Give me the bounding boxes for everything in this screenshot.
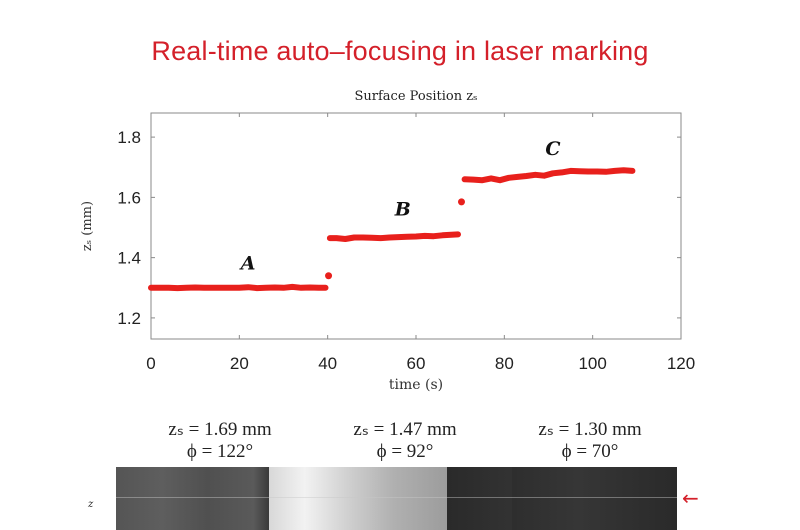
chart-title: Surface Position zₛ xyxy=(354,89,478,104)
x-tick-label: 120 xyxy=(667,354,695,373)
x-tick-label: 20 xyxy=(230,354,249,373)
segment-label: B xyxy=(394,198,411,220)
panel-3-phi: ϕ = 70° xyxy=(561,441,619,462)
y-tick-label: 1.4 xyxy=(117,249,141,268)
scan-line xyxy=(116,497,677,498)
data-series xyxy=(148,283,329,292)
segment-label: A xyxy=(239,253,256,275)
chart-axes: 0 20 40 60 80 100 120 1.2 1.4 1.6 1.8 time (s) zₛ (m… xyxy=(80,112,695,393)
x-tick-label: 0 xyxy=(146,354,155,373)
data-series xyxy=(461,167,636,184)
data-series xyxy=(326,231,461,242)
x-axis-label: time (s) xyxy=(389,377,443,393)
panel-caption-3: zₛ = 1.30 mm ϕ = 70° xyxy=(500,419,680,463)
data-point xyxy=(457,198,465,206)
y-tick-label: 1.8 xyxy=(117,128,141,147)
x-tick-label: 60 xyxy=(407,354,426,373)
panel-caption-1: zₛ = 1.69 mm ϕ = 122° xyxy=(130,419,310,463)
chart-annotations: A B C xyxy=(239,138,561,275)
y-axis-label: zₛ (mm) xyxy=(80,201,95,251)
x-tick-label: 40 xyxy=(318,354,337,373)
panel-2-zs: zₛ = 1.47 mm xyxy=(353,419,457,440)
y-tick-label: 1.6 xyxy=(117,188,141,207)
sample-image-3b xyxy=(512,467,677,530)
sample-image-2 xyxy=(269,467,447,530)
plot-frame xyxy=(150,112,682,340)
panel-2-phi: ϕ = 92° xyxy=(376,441,434,462)
x-tick-label: 80 xyxy=(495,354,514,373)
panel-1-zs: zₛ = 1.69 mm xyxy=(168,419,272,440)
y-tick-label: 1.2 xyxy=(117,309,141,328)
surface-position-chart: 0 20 40 60 80 100 120 1.2 1.4 1.6 1.8 time (s) zₛ (m… xyxy=(80,112,695,393)
z-axis-label: z xyxy=(88,499,94,510)
panel-caption-2: zₛ = 1.47 mm ϕ = 92° xyxy=(305,419,505,463)
segment-label: C xyxy=(545,138,560,160)
data-point xyxy=(325,272,333,280)
sample-image-1 xyxy=(116,467,269,530)
panel-3-zs: zₛ = 1.30 mm xyxy=(538,419,642,440)
panel-1-phi: ϕ = 122° xyxy=(186,441,254,462)
x-tick-label: 100 xyxy=(578,354,606,373)
arrow-left-icon: ← xyxy=(682,486,699,510)
headline: Real-time auto–focusing in laser marking xyxy=(151,36,649,66)
chart-data-points xyxy=(148,167,636,292)
